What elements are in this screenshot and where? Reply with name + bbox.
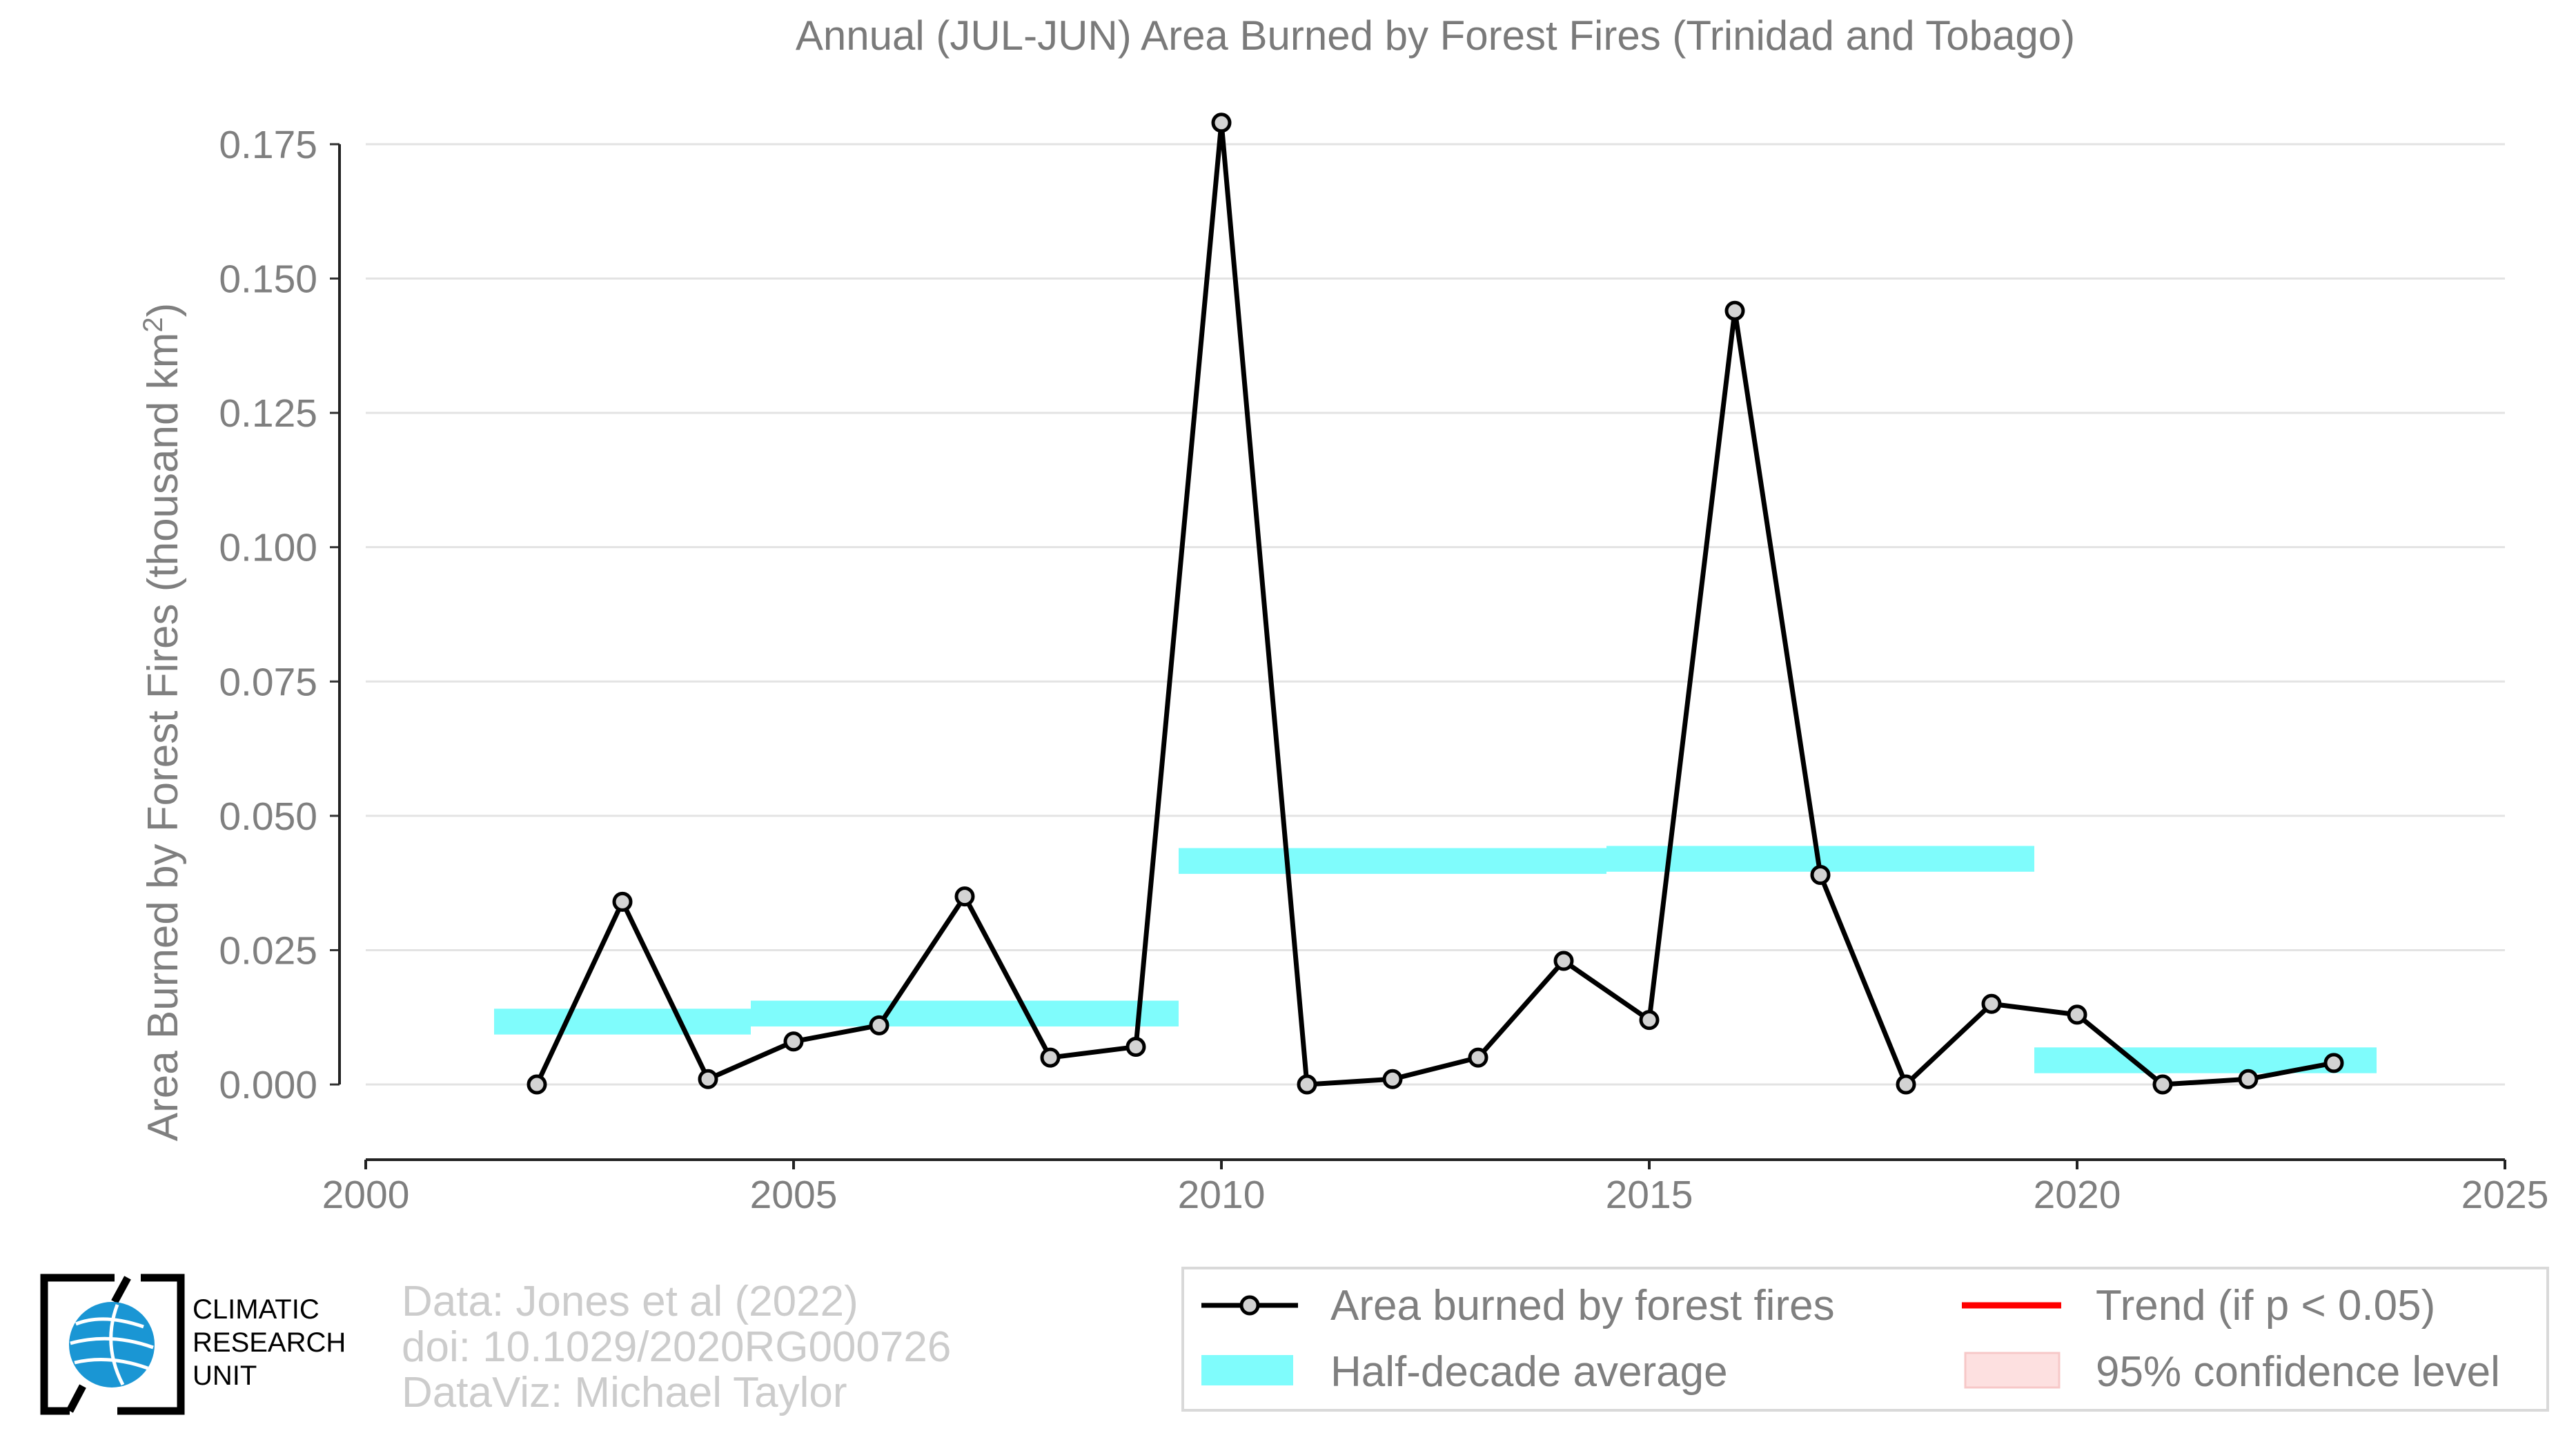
area-burned-point [1639,1010,1660,1031]
legend-label-area-burned: Area burned by forest fires [1330,1282,1835,1330]
area-burned-point [612,891,633,912]
y-axis-label-close: ) [139,303,187,318]
legend-label-half-decade: Half-decade average [1330,1348,1728,1396]
area-burned-point [1724,300,1745,321]
globe-contour-4 [109,1304,125,1386]
area-burned-series [527,113,2344,1095]
area-burned-line [534,120,2334,1087]
area-burned-point [527,1074,547,1095]
x-tick-label: 2020 [2034,1173,2121,1217]
half-decade-bar [1179,848,1606,874]
y-tick-label: 0.100 [219,526,317,570]
axes: 0.000 0.025 0.050 0.075 0.100 0.125 0.150 0.175… [219,123,2548,1217]
logo-frame-left [40,1274,115,1415]
area-burned-point [1553,951,1574,971]
half-decade-average-series [494,846,2377,1073]
area-burned-point [698,1069,718,1089]
y-tick-label: 0.150 [219,257,317,302]
area-burned-point [1468,1047,1488,1068]
area-burned-point [2067,1004,2087,1025]
legend-key-half-decade [1201,1355,1293,1385]
legend-label-confidence: 95% confidence level [2096,1348,2500,1396]
legend-key-area-burned-marker [1239,1295,1260,1316]
y-tick-label: 0.000 [219,1063,317,1107]
area-burned-point [1125,1037,1146,1058]
x-tick-label: 2000 [322,1173,410,1217]
area-burned-point [1297,1074,1317,1095]
logo: CLIMATIC RESEARCH UNIT [40,1274,346,1415]
area-burned-point [1211,113,1232,133]
globe-contour-3 [74,1358,148,1370]
logo-frame-slash-top [111,1276,131,1304]
legend-label-trend: Trend (if p < 0.05) [2096,1282,2435,1330]
area-burned-point [783,1031,804,1052]
logo-frame-right [117,1274,185,1415]
chart-title: Annual (JUL-JUN) Area Burned by Forest F… [796,12,2075,59]
legend-box [1181,1267,2549,1412]
x-tick-label: 2005 [750,1173,838,1217]
y-tick-label: 0.075 [219,660,317,704]
credit-data-source: Data: Jones et al (2022) [402,1278,858,1325]
area-burned-point [1981,993,2002,1014]
y-axis-label-superscript: 2 [138,317,168,332]
y-tick-label: 0.125 [219,391,317,436]
area-burned-point [2152,1074,2173,1095]
area-burned-point [954,886,975,907]
credit-dataviz: DataViz: Michael Taylor [402,1369,847,1416]
area-burned-point [869,1015,889,1035]
legend: Area burned by forest fires Trend (if p … [1181,1267,2549,1412]
half-decade-bar [751,1000,1179,1026]
credits: Data: Jones et al (2022) doi: 10.1029/20… [402,1278,951,1416]
grid [366,143,2505,1086]
y-axis-label-main: Area Burned by Forest Fires (thousand km [139,333,187,1142]
logo-text-line-2: RESEARCH [193,1327,346,1358]
area-burned-point [1896,1074,1916,1095]
half-decade-bar [494,1009,751,1035]
y-tick-label: 0.175 [219,123,317,167]
y-axis-label: Area Burned by Forest Fires (thousand km… [138,303,187,1142]
logo-text-line-3: UNIT [193,1361,257,1391]
x-tick-label: 2010 [1178,1173,1266,1217]
area-burned-point [2238,1069,2259,1089]
x-tick-label: 2025 [2461,1173,2549,1217]
y-tick-label: 0.050 [219,795,317,839]
globe-contour-1 [75,1317,144,1329]
x-tick-label: 2015 [1606,1173,1693,1217]
area-burned-point [1810,864,1831,885]
logo-frame-slash-bottom [66,1384,86,1413]
area-burned-point [1382,1069,1403,1089]
half-decade-bar [2034,1047,2377,1073]
y-tick-label: 0.025 [219,928,317,973]
area-burned-point [2323,1053,2344,1073]
area-burned-point [1040,1047,1061,1068]
credit-doi: doi: 10.1029/2020RG000726 [402,1323,951,1371]
legend-key-confidence [1964,1352,2061,1389]
logo-text-line-1: CLIMATIC [193,1294,319,1325]
